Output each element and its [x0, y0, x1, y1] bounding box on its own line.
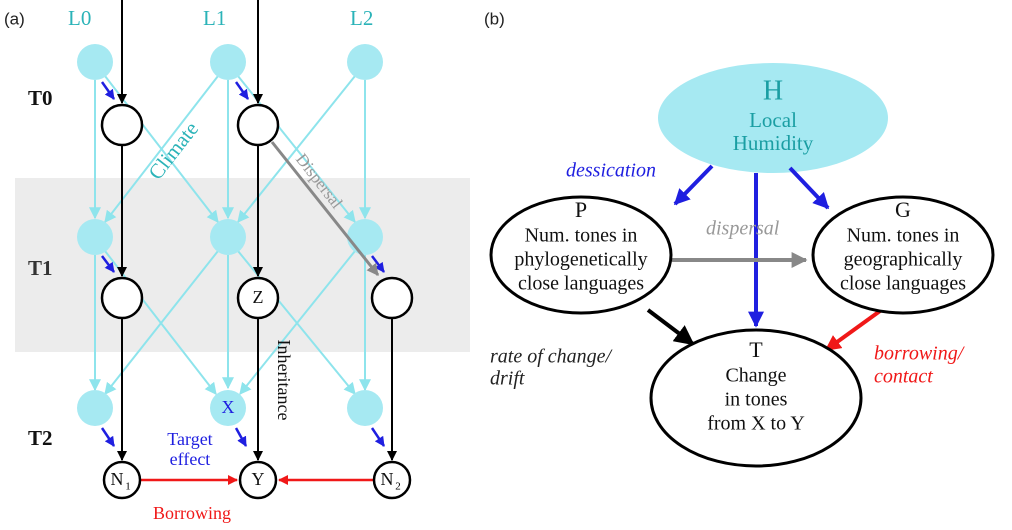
- band: [15, 178, 470, 352]
- row-label: T2: [28, 426, 53, 450]
- node-label: N: [111, 469, 124, 489]
- edge-label: borrowing/: [874, 343, 966, 365]
- column-label: L2: [350, 6, 373, 30]
- climate-label: Climate: [143, 117, 203, 184]
- black-edges: [117, 0, 397, 461]
- node-text: close languages: [518, 273, 644, 295]
- node-text: Num. tones in: [525, 225, 638, 247]
- edge: [788, 166, 830, 210]
- target-label: effect: [170, 449, 211, 469]
- target-label: Target: [167, 429, 212, 449]
- panel-label: (a): [4, 9, 25, 28]
- inheritance-label: Inheritance: [274, 340, 294, 421]
- edge-label: dessication: [566, 160, 656, 182]
- node-letter: T: [749, 337, 763, 362]
- row-label: T1: [28, 256, 53, 280]
- edge: [646, 308, 695, 346]
- edge-label: rate of change/: [490, 346, 614, 368]
- dispersal-edge: [270, 141, 380, 276]
- edge-label: drift: [490, 368, 525, 390]
- node-text: geographically: [844, 249, 963, 271]
- node-letter: H: [763, 75, 783, 106]
- node-subscript: 1: [125, 481, 131, 493]
- node-text: close languages: [840, 273, 966, 295]
- node-p: [489, 195, 673, 315]
- edge-label: contact: [874, 366, 933, 388]
- node-letter: G: [895, 197, 911, 222]
- edge-label: dispersal: [706, 218, 780, 240]
- node-label: Z: [253, 287, 264, 307]
- node-text: Humidity: [733, 131, 814, 155]
- panel-a: (a) L0 L1 L2 T0 T1 T2 Climate Dispersal …: [4, 0, 470, 523]
- node-label: Y: [252, 469, 265, 489]
- node-text: phylogenetically: [514, 249, 647, 271]
- node-t: [649, 328, 863, 468]
- node-h: [658, 63, 888, 173]
- row-label: T0: [28, 86, 53, 110]
- node-text: Num. tones in: [847, 225, 960, 247]
- node-text: Change: [725, 365, 786, 387]
- node-subscript: 2: [395, 481, 401, 493]
- edge: [673, 164, 714, 206]
- cyan-nodes: [77, 44, 383, 426]
- column-label: L1: [203, 6, 226, 30]
- node-text: in tones: [725, 389, 788, 411]
- node-label: N: [381, 469, 394, 489]
- node-text: Local: [749, 108, 797, 132]
- panel-label: (b): [484, 9, 505, 28]
- node-label: X: [222, 397, 235, 417]
- borrowing-label: Borrowing: [153, 503, 231, 523]
- black-nodes: [100, 103, 414, 500]
- edge: [824, 309, 882, 352]
- node-g: [811, 195, 995, 315]
- panel-b: (b) H Local Humidity P Num. tones in phy…: [484, 9, 995, 468]
- node-text: from X to Y: [707, 413, 805, 435]
- node-letter: P: [575, 197, 587, 222]
- column-label: L0: [68, 6, 91, 30]
